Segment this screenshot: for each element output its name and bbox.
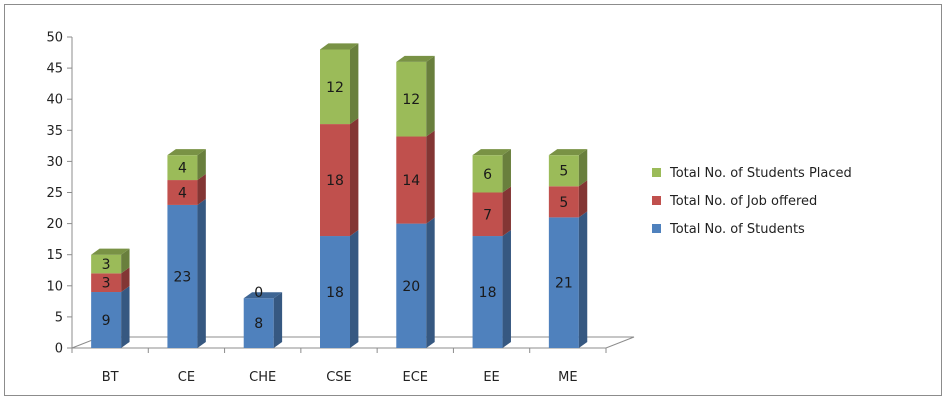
legend-swatch (652, 224, 661, 233)
bar-bt-series-1-front (91, 273, 122, 293)
y-tick-label: 30 (46, 155, 63, 170)
bar-me-series-2-front (548, 155, 579, 187)
data-label-me-series-0: 21 (555, 276, 573, 292)
bar-bt-top (91, 248, 130, 255)
bar-ece-series-2-side (426, 55, 435, 137)
bar-ee-top (472, 149, 511, 156)
data-label-me-series-2: 5 (559, 164, 568, 180)
data-label-bt-series-1: 3 (102, 276, 111, 292)
data-label-ee-series-0: 18 (479, 285, 497, 301)
y-tick-label: 5 (55, 310, 63, 325)
x-axis: BT CE CHE CSE ECE EE ME (71, 347, 607, 385)
data-label-ece-series-1: 14 (402, 173, 420, 189)
y-tick-label: 15 (46, 248, 63, 263)
bar-cse-series-0-front (320, 236, 350, 348)
x-tick-label: CHE (249, 370, 276, 385)
data-label-ce-series-2: 4 (178, 161, 187, 177)
bar-che-series-0-front (243, 298, 274, 348)
data-label-ce-series-0: 23 (174, 269, 192, 285)
data-label-ece-series-0: 20 (402, 279, 420, 295)
bar-che-top (243, 292, 283, 299)
bar-me-series-2-side (578, 149, 588, 187)
bar-bt-series-0-front (91, 292, 122, 348)
bar-ee-series-1-front (472, 192, 503, 237)
bar-cse-series-0-side (350, 229, 359, 348)
data-label-bt-series-0: 9 (102, 313, 111, 329)
bar-ee-series-0-front (472, 236, 503, 348)
legend-swatch (652, 168, 661, 177)
bar-ce-series-1-side (197, 174, 206, 205)
bar-cse-top (320, 43, 359, 50)
bar-series (91, 43, 588, 348)
bar-ece-series-1-side (426, 130, 435, 224)
data-label-ce-series-1: 4 (178, 186, 187, 202)
y-tick-label: 20 (46, 217, 63, 232)
bar-ece-top (396, 55, 435, 62)
bar-ce-series-1-front (167, 180, 198, 205)
bar-ee-series-0-side (502, 229, 511, 348)
data-label-cse-series-0: 18 (326, 285, 344, 301)
data-label-ee-series-1: 7 (483, 207, 492, 223)
bar-me-series-1-side (578, 180, 588, 218)
y-tick-label: 25 (46, 186, 63, 201)
bar-ece-series-1-front (396, 136, 427, 224)
bar-ece-series-2-front (396, 61, 427, 137)
bar-cse-series-1-side (350, 118, 359, 237)
bar-ece-series-0-side (426, 217, 435, 348)
data-label-ece-series-2: 12 (402, 92, 420, 108)
bar-ce-series-0-front (167, 204, 198, 348)
y-tick-label: 10 (46, 279, 63, 294)
bar-ee-series-1-side (502, 186, 511, 237)
bar-cse-series-2-front (320, 49, 350, 125)
legend: Total No. of Students Placed Total No. of… (652, 166, 852, 237)
bar-ce-series-2-side (197, 149, 206, 181)
x-tick-label: BT (102, 370, 119, 385)
bar-me-series-0-side (578, 211, 588, 348)
bar-bt-series-1-side (121, 267, 130, 293)
data-label-cse-series-2: 12 (326, 80, 344, 96)
x-tick-label: ME (558, 370, 577, 385)
y-tick-label: 50 (46, 31, 63, 46)
bar-cse-series-1-front (320, 124, 350, 237)
bar-ee-series-2-side (502, 149, 511, 193)
bar-me-top (548, 149, 588, 156)
y-tick-label: 40 (46, 93, 63, 108)
bar-me-series-0-front (548, 217, 579, 348)
y-tick-label: 35 (46, 124, 63, 139)
legend-label: Total No. of Job offered (669, 194, 817, 209)
data-label-che-series-0: 8 (254, 316, 263, 332)
data-label-ee-series-2: 6 (483, 167, 492, 183)
legend-label: Total No. of Students Placed (669, 166, 852, 181)
bar-ce-top (167, 149, 206, 156)
data-label-che-series-1: 0 (254, 285, 263, 301)
data-labels: 9 3 3 23 4 4 8 0 18 18 12 20 14 12 18 7 6 21 5 5 (102, 80, 573, 332)
bar-bt-series-2-front (91, 254, 122, 274)
data-label-bt-series-2: 3 (102, 257, 111, 273)
x-tick-label: EE (483, 370, 499, 385)
x-tick-label: ECE (403, 370, 429, 385)
bar-ece-series-0-front (396, 223, 427, 348)
bar-ee-series-2-front (472, 155, 503, 193)
y-axis: 0 5 10 15 20 25 30 35 40 45 50 (46, 31, 73, 357)
data-label-me-series-1: 5 (559, 195, 568, 211)
bar-me-series-1-front (548, 186, 579, 218)
bar-ce-series-2-front (167, 155, 198, 181)
bar-cse-series-2-side (350, 43, 359, 125)
bar-che-series-0-side (273, 292, 283, 348)
legend-swatch (652, 196, 661, 205)
data-label-cse-series-1: 18 (326, 173, 344, 189)
bar-ce-series-0-side (197, 198, 206, 348)
x-tick-label: CSE (326, 370, 352, 385)
y-tick-label: 0 (55, 342, 63, 357)
bar-bt-series-2-side (121, 248, 130, 274)
legend-label: Total No. of Students (669, 222, 805, 237)
x-tick-label: CE (178, 370, 195, 385)
y-tick-label: 45 (46, 62, 63, 77)
bar-bt-series-0-side (121, 285, 130, 348)
